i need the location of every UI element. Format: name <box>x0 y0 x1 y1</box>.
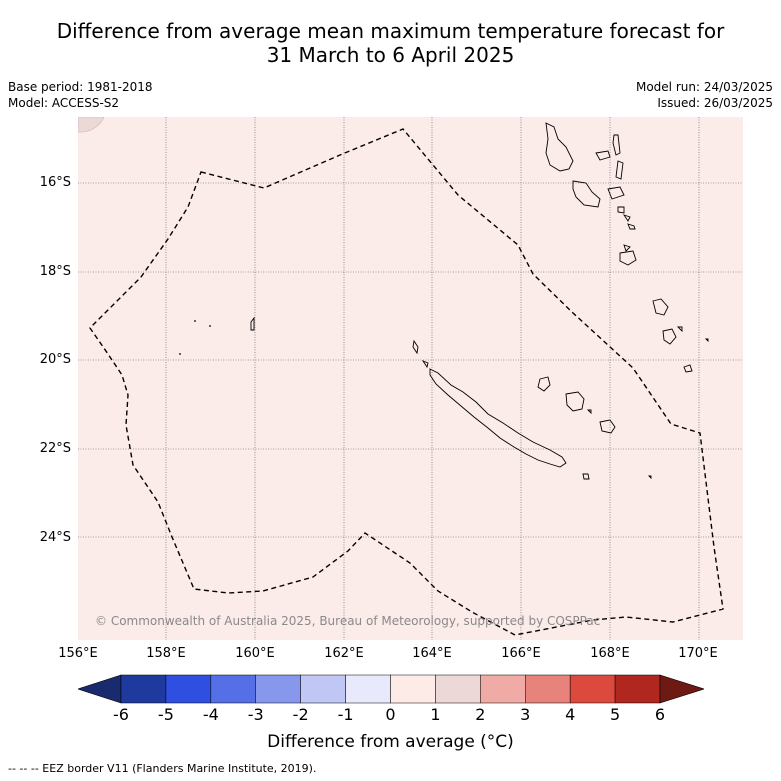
islet-matthew <box>647 475 652 480</box>
model-run: Model run: 24/03/2025 <box>635 80 773 94</box>
colorbar-segment <box>300 674 346 704</box>
colorbar-segment <box>525 674 571 704</box>
island-efate <box>619 250 637 266</box>
colorbar-tick-label: -1 <box>337 705 354 724</box>
lon-label-162e: 162°E <box>324 646 364 661</box>
new-caledonia-island <box>429 368 567 468</box>
colorbar-tick-label: 6 <box>654 705 666 724</box>
lon-label-168e: 168°E <box>590 646 630 661</box>
islet-bellona-2 <box>209 325 211 327</box>
islet-belep <box>412 339 419 355</box>
island-ouvea <box>537 376 551 392</box>
lat-label-18s: 18°S <box>39 264 71 279</box>
islet-chesterfield <box>250 316 255 331</box>
meta-right: Model run: 24/03/2025 Issued: 26/03/2025 <box>636 79 773 111</box>
eez-border <box>89 128 724 636</box>
colorbar-tick-label: -2 <box>292 705 309 724</box>
island-ambae <box>595 150 611 161</box>
issued-date: Issued: 26/03/2025 <box>657 96 773 110</box>
island-mare <box>599 419 616 434</box>
island-emae <box>623 244 631 252</box>
colorbar-segment <box>345 674 391 704</box>
islet-bellona-1 <box>194 320 196 322</box>
model-name: Model: ACCESS-S2 <box>8 96 120 110</box>
lon-label-160e: 160°E <box>235 646 275 661</box>
colorbar-segment <box>255 674 301 704</box>
colorbar-tick-label: -5 <box>157 705 174 724</box>
islet-bellona-3 <box>179 353 181 355</box>
islet-aniwa <box>704 338 709 343</box>
colorbar-under-arrow <box>78 674 122 704</box>
map-panel <box>78 117 743 640</box>
lon-label-166e: 166°E <box>501 646 541 661</box>
gridlines <box>78 117 743 640</box>
map-background <box>78 117 743 640</box>
lat-label-22s: 22°S <box>39 441 71 456</box>
colorbar-segment <box>435 674 481 704</box>
map-title: Difference from average mean maximum tem… <box>0 19 781 67</box>
colorbar-segment <box>390 674 436 704</box>
colorbar-segment <box>210 674 256 704</box>
island-aneityum <box>683 364 693 373</box>
colorbar-tick-label: 3 <box>520 705 531 724</box>
island-maewo <box>612 134 621 156</box>
eez-footnote: -- -- -- EEZ border V11 (Flanders Marine… <box>8 762 317 775</box>
lon-label-156e: 156°E <box>58 646 98 661</box>
island-ambrym <box>607 186 625 200</box>
island-erromango <box>652 298 669 316</box>
lat-label-16s: 16°S <box>39 175 71 190</box>
colorbar-over-arrow <box>659 674 704 704</box>
lon-label-164e: 164°E <box>412 646 452 661</box>
colorbar-label: Difference from average (°C) <box>267 732 514 752</box>
island-paama <box>617 206 625 214</box>
colorbar-segment <box>480 674 526 704</box>
base-period: Base period: 1981-2018 <box>8 80 153 94</box>
islet-tiga <box>586 409 592 415</box>
colorbar <box>78 674 704 704</box>
island-malekula <box>572 180 601 208</box>
colorbar-tick-label: 1 <box>430 705 441 724</box>
colorbar-tick-label: 0 <box>385 705 396 724</box>
islet-isle-of-pines <box>582 473 590 480</box>
island-lifou <box>565 391 585 412</box>
lat-label-24s: 24°S <box>39 530 71 545</box>
island-epi <box>622 214 631 222</box>
map-canvas <box>78 117 743 640</box>
colorbar-tick-label: -4 <box>202 705 219 724</box>
lon-label-170e: 170°E <box>678 646 718 661</box>
colorbar-segment <box>569 674 616 704</box>
island-pentecost <box>615 160 624 180</box>
colorbar-segment <box>120 674 167 704</box>
island-tanna <box>662 328 677 345</box>
colorbar-tick-label: 2 <box>475 705 486 724</box>
island-tongoa <box>627 223 636 230</box>
colorbar-tick-label: -3 <box>247 705 264 724</box>
colorbar-segment <box>614 674 661 704</box>
island-espiritu-santo <box>545 122 574 172</box>
colorbar-segments <box>120 674 661 704</box>
islet-north <box>421 360 429 369</box>
copyright-notice: © Commonwealth of Australia 2025, Bureau… <box>95 614 601 628</box>
colorbar-tick-label: 4 <box>565 705 576 724</box>
meta-left: Base period: 1981-2018 Model: ACCESS-S2 <box>8 79 153 111</box>
title-line-1: Difference from average mean maximum tem… <box>56 19 725 43</box>
island-futuna <box>676 326 683 333</box>
colorbar-tick-label: -6 <box>113 705 129 724</box>
corner-shading <box>78 117 105 133</box>
lon-label-158e: 158°E <box>146 646 186 661</box>
colorbar-segment <box>165 674 212 704</box>
colorbar-tick-label: 5 <box>609 705 621 724</box>
title-line-2: 31 March to 6 April 2025 <box>266 43 515 67</box>
lat-label-20s: 20°S <box>39 352 71 367</box>
